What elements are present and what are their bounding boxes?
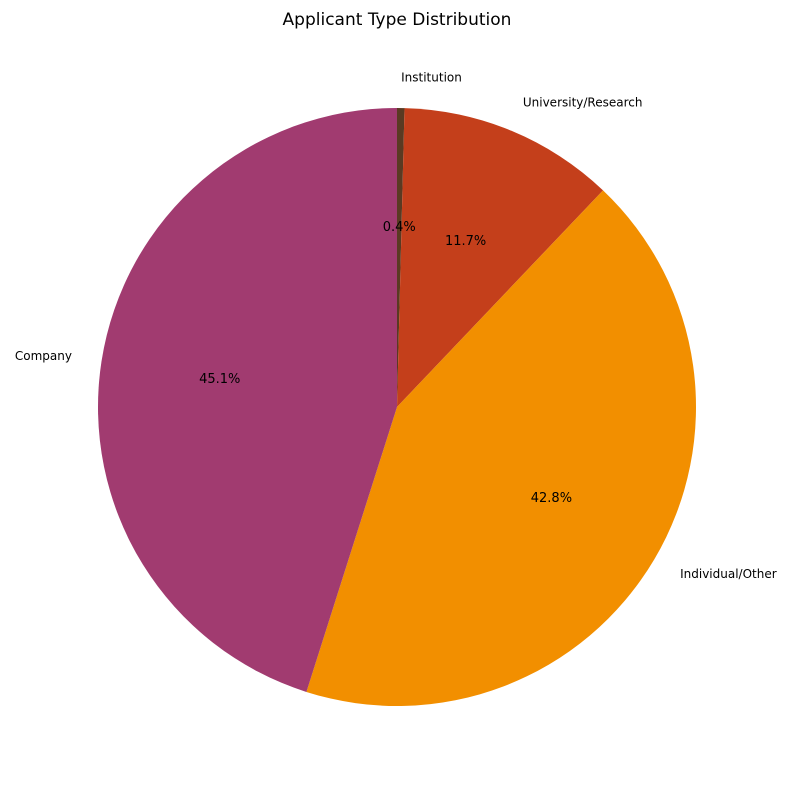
percent-label-institution: 0.4% — [383, 220, 416, 235]
category-label-individual-other: Individual/Other — [680, 567, 777, 581]
percent-label-company: 45.1% — [199, 372, 240, 387]
percent-label-university-research: 11.7% — [445, 234, 486, 249]
category-label-institution: Institution — [401, 71, 462, 85]
category-label-university-research: University/Research — [523, 96, 643, 110]
category-label-company: Company — [15, 349, 72, 363]
percent-label-individual-other: 42.8% — [531, 491, 572, 506]
pie-slices — [98, 108, 696, 706]
chart-title: Applicant Type Distribution — [283, 10, 512, 30]
